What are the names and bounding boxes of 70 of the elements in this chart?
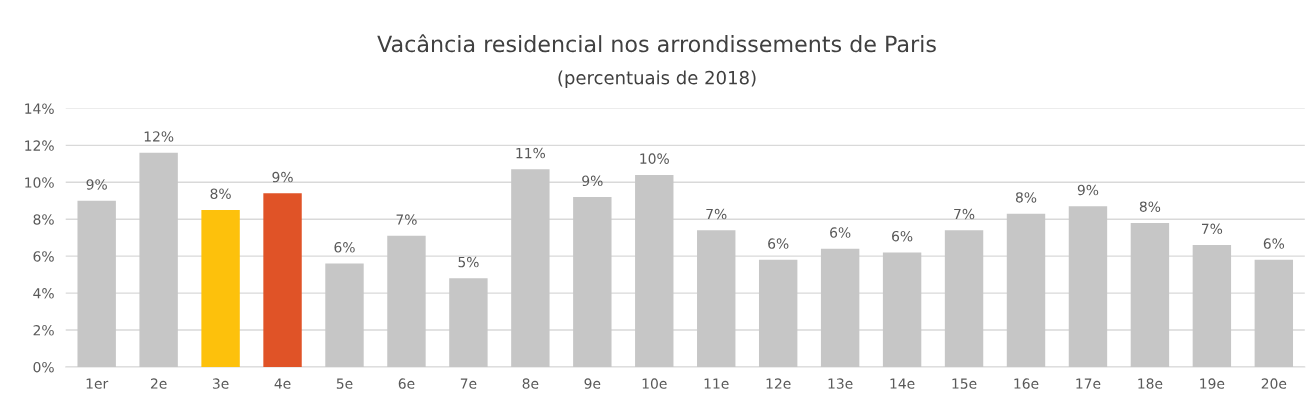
y-tick-label: 12% — [25, 140, 54, 151]
data-label: 7% — [706, 208, 727, 220]
x-tick-label: 11e — [704, 378, 729, 389]
y-tick-label: 0% — [33, 361, 54, 373]
bar — [697, 230, 736, 367]
bar — [139, 152, 178, 367]
y-tick-label: 4% — [33, 288, 54, 299]
data-label: 6% — [892, 230, 913, 242]
x-tick-label: 16e — [1014, 378, 1039, 389]
x-tick-label: 12e — [766, 378, 791, 389]
data-label: 6% — [334, 242, 355, 253]
chart-subtitle: (percentuais de 2018) — [558, 70, 756, 88]
data-label: 8% — [1139, 201, 1161, 212]
bar — [758, 259, 798, 367]
x-tick-label: 1er — [86, 378, 109, 389]
x-tick-label: 20e — [1261, 378, 1287, 389]
data-label: 10% — [640, 153, 669, 164]
data-label: 6% — [830, 227, 851, 238]
bar — [201, 209, 240, 367]
bar — [1254, 259, 1294, 367]
x-tick-label: 17e — [1076, 378, 1101, 389]
bar — [573, 197, 612, 367]
data-label: 6% — [1263, 238, 1285, 249]
bar — [325, 263, 364, 367]
data-label: 9% — [86, 179, 107, 190]
data-label: 8% — [210, 188, 231, 199]
x-tick-label: 15e — [952, 378, 977, 389]
y-tick-label: 2% — [33, 324, 54, 336]
bar — [1006, 213, 1046, 367]
y-tick-label: 14% — [25, 103, 54, 114]
bar — [449, 278, 488, 367]
data-label: 5% — [458, 256, 479, 268]
data-label: 12% — [144, 131, 174, 142]
data-label: 6% — [768, 238, 789, 249]
x-tick-label: 18e — [1138, 378, 1163, 389]
data-label: 9% — [1077, 184, 1099, 196]
bar — [882, 252, 922, 367]
data-label: 9% — [272, 171, 293, 183]
data-label: 7% — [954, 208, 975, 220]
y-tick-label: 6% — [33, 251, 54, 262]
x-tick-label: 7e — [460, 378, 477, 389]
data-label: 7% — [396, 214, 417, 225]
data-label: 11% — [516, 147, 546, 159]
bar — [1130, 222, 1170, 367]
data-label: 9% — [582, 175, 603, 187]
y-tick-label: 10% — [25, 177, 54, 188]
bar — [635, 174, 674, 367]
bar — [511, 169, 550, 367]
y-tick-label: 8% — [33, 214, 54, 225]
x-tick-label: 13e — [828, 378, 853, 389]
bar — [820, 248, 860, 367]
bar — [387, 235, 426, 367]
data-label: 7% — [1201, 223, 1223, 235]
x-tick-label: 4e — [274, 378, 291, 389]
bar — [1068, 206, 1108, 367]
bar — [944, 230, 984, 367]
x-tick-label: 5e — [336, 378, 353, 389]
x-tick-label: 2e — [150, 378, 167, 389]
bar — [263, 193, 302, 367]
x-tick-label: 9e — [584, 378, 601, 389]
bar — [77, 200, 116, 367]
bar — [1192, 245, 1232, 367]
data-label: 8% — [1015, 192, 1037, 203]
x-tick-label: 10e — [642, 378, 667, 389]
x-tick-label: 19e — [1200, 378, 1225, 389]
chart-title: Vacância residencial nos arrondissements de Paris — [377, 34, 936, 53]
x-tick-label: 14e — [890, 378, 915, 389]
x-tick-label: 8e — [522, 378, 539, 389]
x-tick-label: 6e — [398, 378, 415, 389]
x-tick-label: 3e — [212, 378, 229, 389]
